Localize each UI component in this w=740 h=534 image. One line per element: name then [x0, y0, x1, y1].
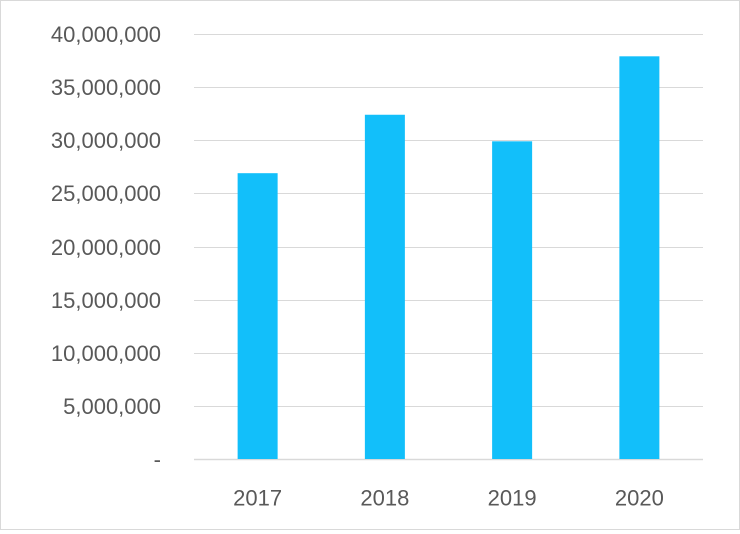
y-tick-label: 40,000,000 — [51, 22, 161, 47]
y-tick-label: 30,000,000 — [51, 128, 161, 153]
bar-2017 — [237, 173, 278, 459]
x-tick-label: 2018 — [360, 486, 409, 511]
bar-2019 — [492, 141, 533, 459]
y-tick-label: - — [154, 447, 161, 472]
bars — [237, 56, 660, 459]
y-tick-label: 15,000,000 — [51, 288, 161, 313]
x-axis-tick-labels: 2017 2018 2019 2020 — [233, 486, 664, 511]
y-tick-label: 20,000,000 — [51, 235, 161, 260]
y-tick-label: 10,000,000 — [51, 341, 161, 366]
bar-2020 — [619, 56, 660, 459]
y-tick-label: 5,000,000 — [63, 394, 161, 419]
x-tick-label: 2019 — [488, 486, 537, 511]
x-tick-label: 2020 — [615, 486, 664, 511]
bar-2018 — [364, 114, 405, 459]
y-axis-tick-labels: - 5,000,000 10,000,000 15,000,000 20,000,000… — [51, 22, 161, 472]
y-tick-label: 35,000,000 — [51, 75, 161, 100]
gridlines — [194, 34, 703, 461]
y-tick-label: 25,000,000 — [51, 181, 161, 206]
x-tick-label: 2017 — [233, 486, 282, 511]
